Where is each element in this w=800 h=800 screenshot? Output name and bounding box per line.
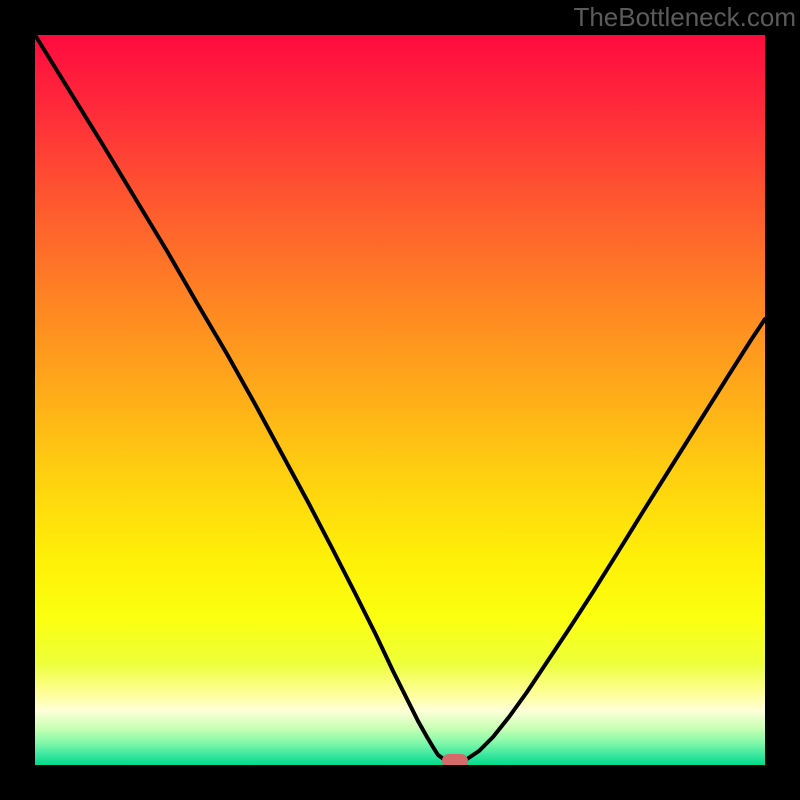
frame-bottom <box>0 765 800 800</box>
plot-area <box>35 35 765 765</box>
frame-left <box>0 0 35 800</box>
bottleneck-curve <box>35 35 765 765</box>
frame-right <box>765 0 800 800</box>
watermark-text: TheBottleneck.com <box>573 2 796 33</box>
minimum-marker <box>442 754 468 765</box>
chart-container: TheBottleneck.com <box>0 0 800 800</box>
